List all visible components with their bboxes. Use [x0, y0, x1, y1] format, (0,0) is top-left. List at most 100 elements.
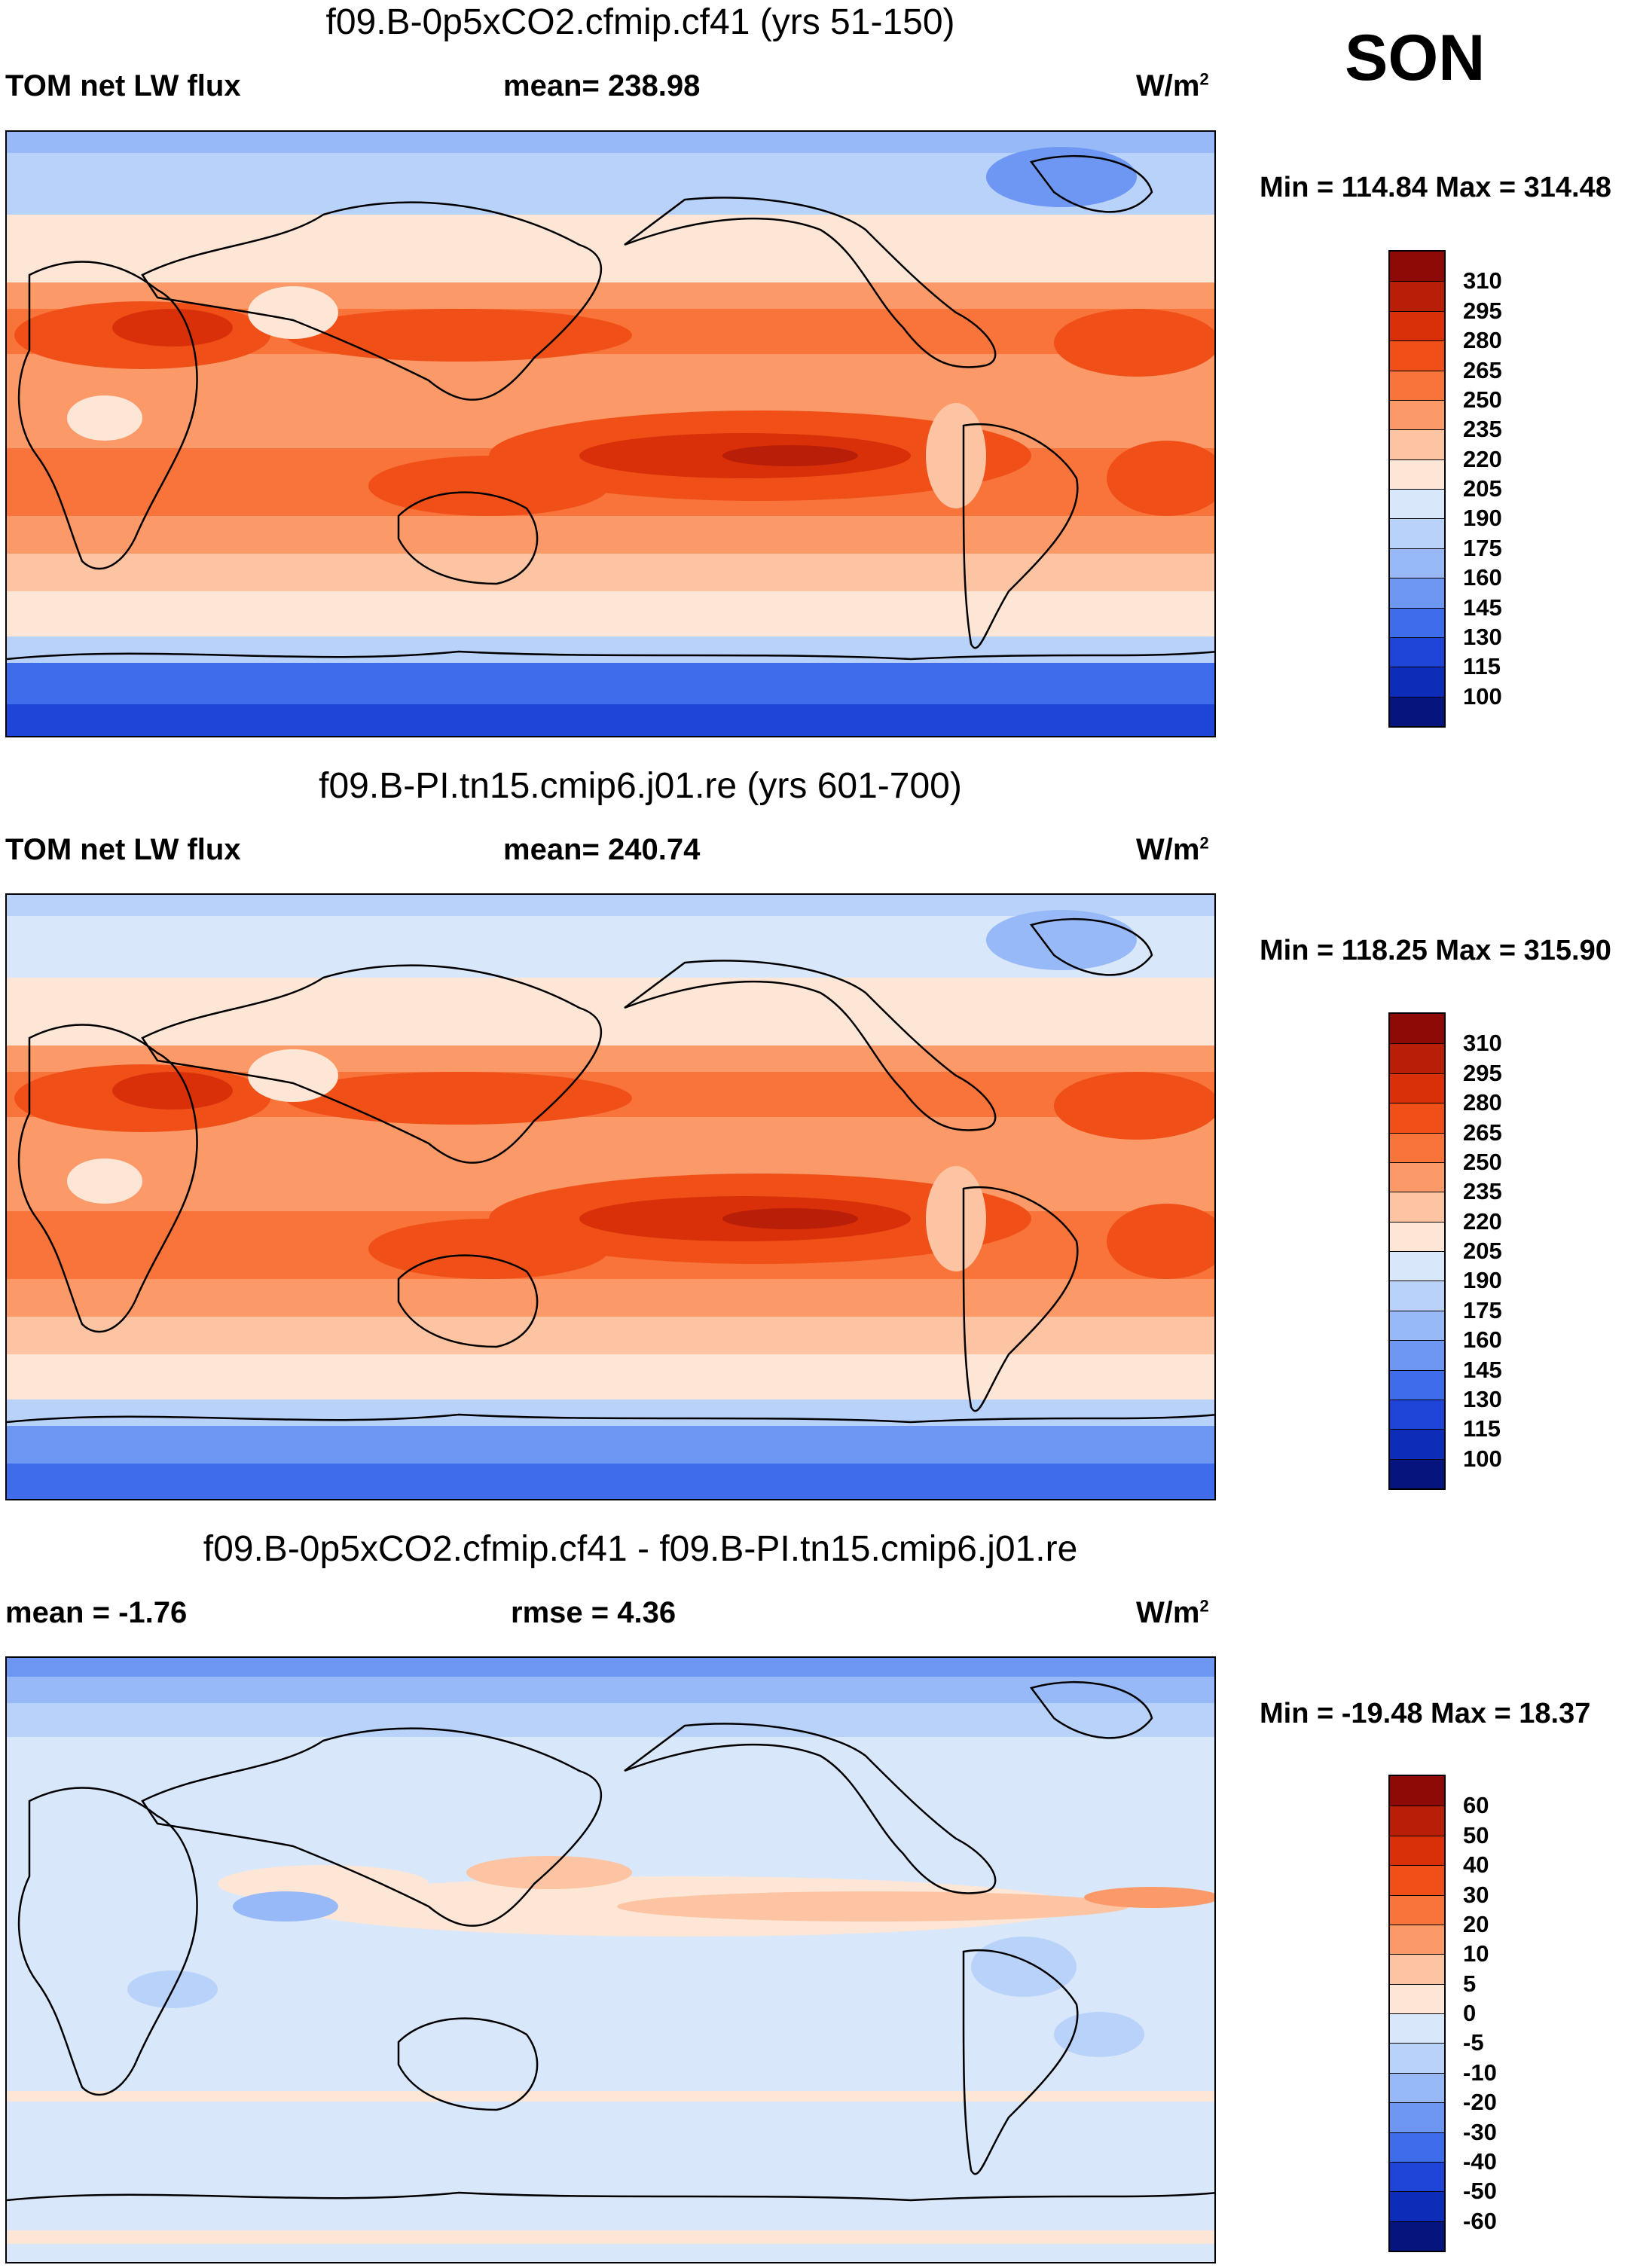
colorbar-box: [1390, 1192, 1444, 1222]
colorbar-tick-label: 295: [1463, 1059, 1502, 1086]
colorbar-box: [1390, 310, 1444, 341]
colorbar-box: [1390, 459, 1444, 489]
colorbar-box: [1390, 518, 1444, 548]
colorbar-box: [1390, 2191, 1444, 2221]
colorbar-box: [1390, 2102, 1444, 2132]
colorbar-tick-label: 175: [1463, 534, 1502, 561]
colorbar-box: [1390, 2161, 1444, 2192]
colorbar-box: [1390, 429, 1444, 459]
colorbar-tick-label: 220: [1463, 1207, 1502, 1235]
colorbar-tick-label: -30: [1463, 2118, 1497, 2145]
colorbar-box: [1390, 281, 1444, 311]
colorbar-box: [1390, 1281, 1444, 1311]
panel2-units-label: W/m2: [1136, 833, 1209, 866]
colorbar-tick-label: 280: [1463, 1089, 1502, 1116]
panel3-colorbar: [1388, 1775, 1446, 2252]
colorbar-tick-label: 100: [1463, 682, 1502, 710]
panel1-title: f09.B-0p5xCO2.cfmip.cf41 (yrs 51-150): [325, 2, 955, 42]
colorbar-tick-label: 265: [1463, 356, 1502, 383]
panel3-min-max: Min = -19.48 Max = 18.37: [1260, 1698, 1591, 1729]
colorbar-tick-label: 115: [1463, 653, 1501, 680]
colorbar-box: [1390, 636, 1444, 667]
colorbar-box: [1390, 1221, 1444, 1251]
panel3-map: [5, 1656, 1216, 2263]
colorbar-box: [1390, 1369, 1444, 1400]
colorbar-tick-label: 20: [1463, 1910, 1489, 1937]
colorbar-tick-label: 280: [1463, 327, 1502, 354]
colorbar-tick-label: 60: [1463, 1792, 1489, 1819]
panel1-colorbar: [1388, 250, 1446, 728]
colorbar-box: [1390, 1458, 1444, 1488]
colorbar-tick-label: 130: [1463, 623, 1502, 650]
panel1-min-max: Min = 114.84 Max = 314.48: [1260, 172, 1611, 203]
colorbar-tick-label: 205: [1463, 1238, 1502, 1264]
panel2-variable-label: TOM net LW flux: [5, 833, 241, 866]
colorbar-box: [1390, 1894, 1444, 1925]
panel1-variable-label: TOM net LW flux: [5, 69, 241, 102]
colorbar-box: [1390, 1073, 1444, 1103]
colorbar-tick-label: 115: [1463, 1415, 1501, 1442]
colorbar-tick-label: 190: [1463, 505, 1502, 532]
colorbar-tick-label: 205: [1463, 475, 1502, 502]
colorbar-tick-label: -5: [1463, 2029, 1484, 2056]
panel1-units-label: W/m2: [1136, 69, 1209, 102]
panel2-mean-label: mean= 240.74: [503, 833, 701, 866]
colorbar-box: [1390, 2132, 1444, 2162]
colorbar-box: [1390, 1014, 1444, 1044]
colorbar-tick-label: -50: [1463, 2178, 1497, 2205]
colorbar-box: [1390, 489, 1444, 519]
colorbar-tick-label: 145: [1463, 594, 1502, 621]
colorbar-tick-label: 50: [1463, 1821, 1489, 1848]
colorbar-tick-label: 40: [1463, 1851, 1489, 1879]
colorbar-tick-label: 190: [1463, 1267, 1502, 1294]
colorbar-box: [1390, 2013, 1444, 2044]
colorbar-box: [1390, 1806, 1444, 1836]
colorbar-box: [1390, 578, 1444, 608]
colorbar-tick-label: 160: [1463, 1326, 1502, 1354]
colorbar-tick-label: 250: [1463, 386, 1502, 413]
colorbar-tick-label: 220: [1463, 445, 1502, 472]
colorbar-tick-label: 235: [1463, 416, 1502, 443]
colorbar-tick-label: 130: [1463, 1385, 1502, 1412]
panel1-map: [5, 130, 1216, 737]
colorbar-box: [1390, 1983, 1444, 2013]
colorbar-box: [1390, 370, 1444, 400]
colorbar-box: [1390, 1924, 1444, 1955]
panel3-rmse-label: rmse = 4.36: [511, 1596, 677, 1629]
colorbar-box: [1390, 1251, 1444, 1281]
colorbar-tick-label: -10: [1463, 2059, 1497, 2086]
colorbar-box: [1390, 548, 1444, 578]
colorbar-tick-label: 310: [1463, 1030, 1502, 1057]
panel2-map: [5, 893, 1216, 1500]
colorbar-box: [1390, 1954, 1444, 1984]
season-label: SON: [1345, 22, 1486, 94]
colorbar-box: [1390, 1310, 1444, 1341]
colorbar-tick-label: -60: [1463, 2207, 1497, 2234]
colorbar-box: [1390, 2072, 1444, 2103]
colorbar-tick-label: 310: [1463, 267, 1502, 295]
colorbar-box: [1390, 1340, 1444, 1370]
colorbar-tick-label: 175: [1463, 1296, 1502, 1323]
colorbar-box: [1390, 1132, 1444, 1162]
colorbar-tick-label: 100: [1463, 1445, 1502, 1472]
colorbar-box: [1390, 1043, 1444, 1073]
colorbar-box: [1390, 1776, 1444, 1806]
panel3-title: f09.B-0p5xCO2.cfmip.cf41 - f09.B-PI.tn15…: [203, 1529, 1078, 1569]
colorbar-tick-label: 160: [1463, 564, 1502, 591]
colorbar-tick-label: 0: [1463, 2000, 1477, 2026]
panel3-mean-label: mean = -1.76: [5, 1596, 188, 1629]
colorbar-tick-label: 145: [1463, 1356, 1502, 1383]
colorbar-tick-label: 295: [1463, 297, 1502, 324]
panel3-units-label: W/m2: [1136, 1596, 1209, 1629]
colorbar-box: [1390, 2043, 1444, 2073]
colorbar-tick-label: -20: [1463, 2089, 1497, 2116]
colorbar-box: [1390, 2221, 1444, 2251]
colorbar-box: [1390, 1161, 1444, 1192]
colorbar-box: [1390, 340, 1444, 371]
colorbar-box: [1390, 607, 1444, 637]
colorbar-box: [1390, 1429, 1444, 1459]
panel2-title: f09.B-PI.tn15.cmip6.j01.re (yrs 601-700): [319, 766, 962, 806]
colorbar-tick-label: -40: [1463, 2147, 1497, 2175]
colorbar-tick-label: 5: [1463, 1970, 1477, 1997]
panel2-colorbar: [1388, 1012, 1446, 1490]
